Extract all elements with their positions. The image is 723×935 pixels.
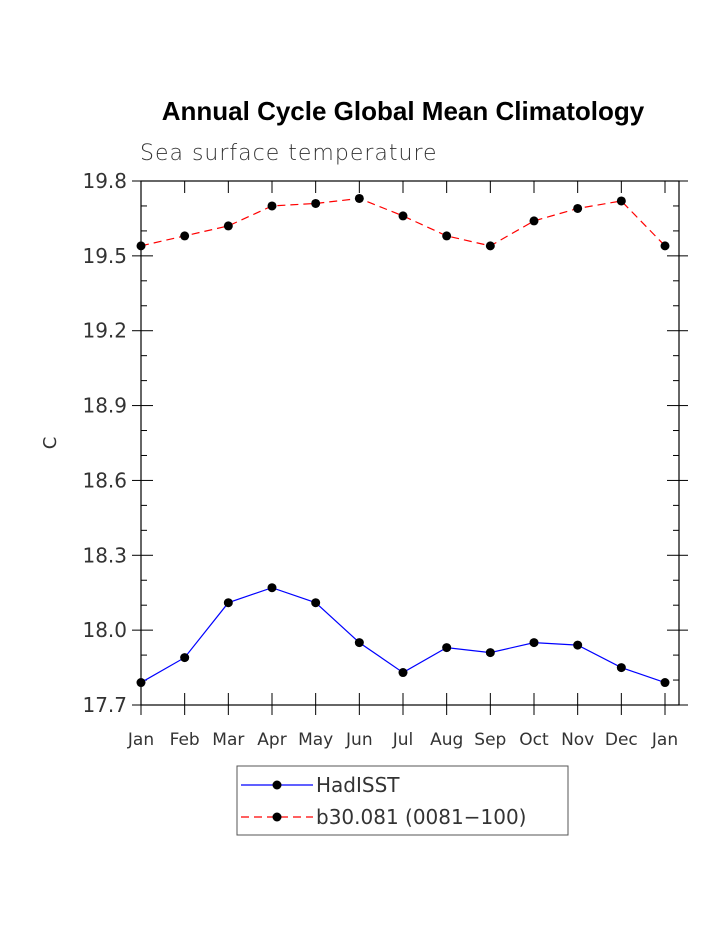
data-point-1	[180, 231, 190, 241]
data-point-0	[660, 678, 670, 688]
data-point-1	[529, 216, 539, 226]
x-tick-label: Jan	[651, 730, 678, 750]
y-tick-label: 19.2	[82, 319, 127, 343]
y-tick-label: 18.6	[82, 468, 127, 492]
data-point-0	[180, 653, 190, 663]
x-tick-label: Mar	[212, 730, 244, 750]
x-tick-label: Jun	[345, 730, 373, 750]
y-axis-label: C	[40, 437, 61, 450]
data-point-1	[442, 231, 452, 241]
x-tick-label: Sep	[474, 730, 506, 750]
data-point-1	[267, 201, 277, 211]
chart-subtitle: Sea surface temperature	[140, 141, 438, 166]
x-tick-label: Oct	[519, 730, 549, 750]
legend-marker-0	[272, 780, 282, 790]
data-point-1	[660, 241, 670, 251]
data-point-0	[442, 643, 452, 653]
data-point-0	[485, 648, 495, 658]
legend-label-0: HadISST	[316, 773, 400, 797]
plot-frame	[140, 180, 680, 706]
y-tick-label: 18.3	[82, 543, 127, 567]
data-point-1	[223, 221, 233, 231]
x-tick-label: Dec	[605, 730, 638, 750]
data-point-0	[136, 678, 146, 688]
data-point-1	[616, 196, 626, 206]
data-point-1	[485, 241, 495, 251]
data-point-1	[311, 198, 321, 208]
x-tick-label: Feb	[170, 730, 200, 750]
legend-box	[236, 765, 569, 836]
y-tick-label: 19.5	[82, 244, 127, 268]
legend-label-1: b30.081 (0081−100)	[316, 805, 526, 829]
legend-marker-1	[272, 812, 282, 822]
data-point-1	[354, 193, 364, 203]
data-point-0	[354, 638, 364, 648]
x-tick-label: Apr	[257, 730, 286, 750]
x-tick-label: Jan	[127, 730, 154, 750]
data-point-0	[223, 598, 233, 608]
y-tick-label: 17.7	[82, 693, 127, 717]
y-tick-label: 18.9	[82, 394, 127, 418]
x-tick-label: Jul	[392, 730, 414, 750]
y-tick-label: 19.8	[82, 169, 127, 193]
y-tick-label: 18.0	[82, 618, 127, 642]
data-point-0	[267, 583, 277, 593]
data-point-0	[311, 598, 321, 608]
data-point-0	[616, 663, 626, 673]
series-line-1	[140, 197, 666, 247]
chart-title: Annual Cycle Global Mean Climatology	[162, 96, 645, 126]
data-point-0	[573, 640, 583, 650]
x-tick-label: Nov	[561, 730, 594, 750]
data-point-1	[136, 241, 146, 251]
x-tick-label: Aug	[430, 730, 463, 750]
data-point-0	[398, 668, 408, 678]
data-point-0	[529, 638, 539, 648]
data-point-1	[398, 211, 408, 221]
data-point-1	[573, 203, 583, 213]
x-tick-label: May	[298, 730, 333, 750]
